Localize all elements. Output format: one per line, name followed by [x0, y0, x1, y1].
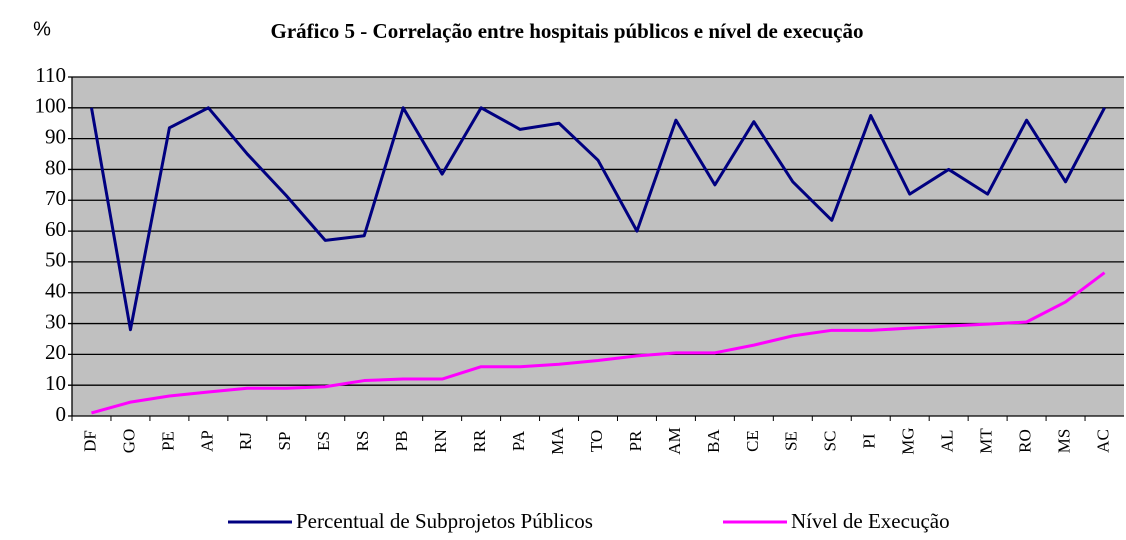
x-tick-label: TO — [587, 430, 606, 452]
x-tick-label: AM — [665, 427, 684, 454]
legend-label: Percentual de Subprojetos Públicos — [296, 509, 593, 533]
x-tick-label: RS — [353, 431, 372, 452]
x-tick-label: RR — [470, 429, 489, 452]
x-tick-label: RO — [1015, 429, 1034, 453]
y-tick-label: 110 — [35, 63, 66, 87]
x-tick-label: MG — [899, 427, 918, 454]
x-tick-label: MA — [548, 427, 567, 455]
x-tick-label: ES — [314, 431, 333, 451]
y-tick-label: 40 — [45, 279, 66, 303]
y-tick-label: 0 — [56, 402, 67, 426]
y-axis-label: % — [33, 18, 51, 40]
y-tick-label: 10 — [45, 371, 66, 395]
x-tick-label: BA — [704, 428, 723, 452]
y-tick-label: 100 — [35, 94, 67, 118]
y-tick-label: 70 — [45, 186, 66, 210]
x-tick-label: CE — [743, 430, 762, 452]
y-tick-label: 50 — [45, 248, 66, 272]
x-tick-label: AP — [197, 430, 216, 452]
x-tick-label: AL — [938, 430, 957, 453]
x-tick-label: PR — [626, 430, 645, 451]
y-tick-label: 80 — [45, 155, 66, 179]
x-tick-label: MS — [1054, 429, 1073, 454]
y-tick-label: 60 — [45, 217, 66, 241]
x-tick-label: RJ — [236, 432, 255, 450]
x-tick-label: PB — [392, 431, 411, 452]
x-tick-label: SC — [821, 431, 840, 452]
legend-label: Nível de Execução — [791, 509, 950, 533]
y-tick-label: 20 — [45, 340, 66, 364]
x-tick-label: PA — [509, 430, 528, 451]
x-tick-label: MT — [977, 428, 996, 454]
x-tick-label: DF — [80, 430, 99, 452]
chart-title: Gráfico 5 - Correlação entre hospitais p… — [271, 19, 864, 43]
x-tick-label: PI — [860, 433, 879, 448]
y-tick-label: 30 — [45, 309, 66, 333]
plot-area — [72, 77, 1124, 416]
x-tick-label: SP — [275, 432, 294, 451]
x-tick-label: AC — [1093, 429, 1112, 453]
series-line — [90, 106, 1106, 332]
x-tick-label: GO — [119, 429, 138, 454]
x-tick-label: PE — [158, 431, 177, 451]
x-tick-label: RN — [431, 429, 450, 453]
x-tick-label: SE — [782, 431, 801, 451]
series-line — [91, 271, 1106, 415]
y-tick-label: 90 — [45, 124, 66, 148]
